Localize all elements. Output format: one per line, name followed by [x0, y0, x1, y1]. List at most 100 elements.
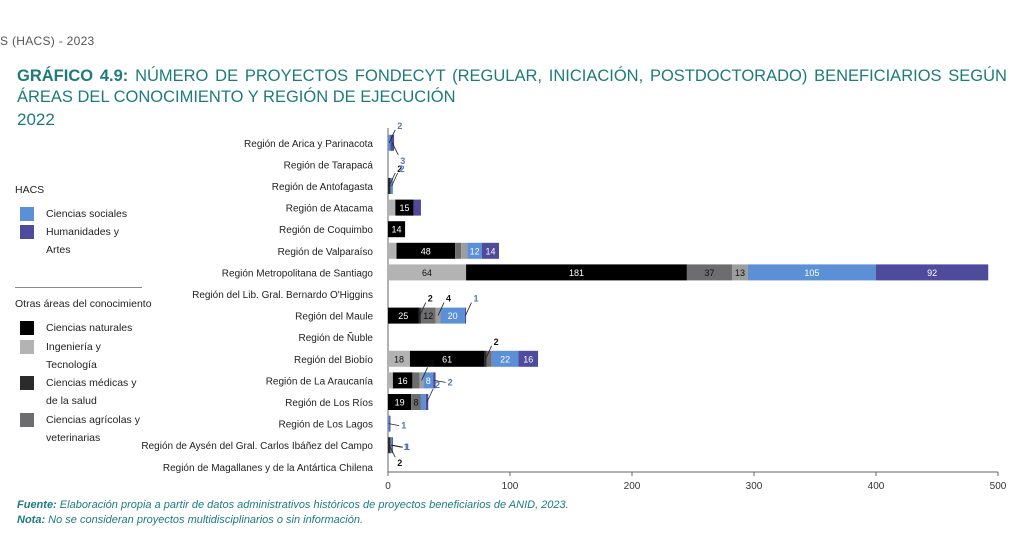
- bar-segment: [423, 372, 434, 389]
- bar-segment: [686, 264, 733, 281]
- bar-segment: [413, 199, 421, 216]
- legend-label: Humanidades y Artes: [46, 226, 119, 256]
- bar-value-label: 25: [398, 311, 408, 321]
- chart-title: GRÁFICO 4.9: NÚMERO DE PROYECTOS FONDECY…: [17, 66, 1007, 108]
- bar-segment: [481, 242, 500, 259]
- bar-value-label: 8: [414, 398, 419, 408]
- bar-segment: [732, 264, 748, 281]
- annotation-label: 2: [448, 377, 453, 387]
- annotation-leader-line: [437, 302, 445, 316]
- annotation-label: 2: [397, 121, 402, 131]
- bar-segment: [747, 264, 876, 281]
- bar-value-label: 16: [398, 376, 408, 386]
- legend-divider: [15, 287, 142, 288]
- bar-segment: [388, 372, 393, 389]
- note-text: No se consideran proyectos multidiscipli…: [48, 514, 364, 526]
- legend-item-ciencias-sociales: Ciencias sociales: [20, 205, 136, 223]
- bar-value-label: 8: [426, 376, 431, 386]
- annotation-leader-line: [465, 302, 472, 316]
- bar-value-label: 14: [485, 246, 495, 256]
- annotation-label: 3: [400, 156, 405, 166]
- legend-item-ciencias-naturales: Ciencias naturales: [20, 319, 146, 337]
- annotation-label: 4: [446, 294, 451, 304]
- annotation-label: 1: [404, 442, 409, 452]
- category-label: Región de Magallanes y de la Antártica C…: [163, 463, 374, 474]
- bar-segment: [420, 307, 436, 324]
- legend-label: Ingeniería y Tecnología: [46, 341, 101, 371]
- legend-other-title: Otras áreas del conocimiento: [15, 298, 152, 310]
- legend-swatch: [20, 376, 34, 390]
- x-tick-label: 300: [746, 481, 763, 492]
- annotation-leader-line: [485, 345, 492, 359]
- bar-segment: [461, 242, 468, 259]
- annotation-label: 2: [428, 294, 433, 304]
- legend-item-humanidades: Humanidades y Artes: [20, 223, 126, 259]
- bar-value-label: 13: [735, 268, 745, 278]
- bar-segment: [518, 350, 539, 367]
- annotation-leader-line: [388, 423, 400, 426]
- category-label: Región del Maule: [295, 312, 373, 323]
- annotation-leader-line: [421, 367, 428, 381]
- annotation-label: 2: [435, 380, 440, 390]
- annotation-leader-line: [388, 129, 396, 143]
- bar-segment: [388, 221, 406, 238]
- bar-value-label: 12: [423, 311, 433, 321]
- bar-value-label: 37: [704, 268, 714, 278]
- legend-swatch: [20, 413, 34, 427]
- bar-segment: [396, 242, 456, 259]
- bar-segment: [440, 307, 465, 324]
- bar-value-label: 14: [392, 225, 402, 235]
- category-label: Región de Aysén del Gral. Carlos Ibáñez …: [141, 441, 373, 452]
- x-tick-label: 0: [385, 481, 391, 492]
- category-label: Región de Tarapacá: [284, 160, 374, 171]
- bar-value-label: 64: [422, 268, 432, 278]
- source-note: Fuente: Elaboración propia a partir de d…: [17, 499, 569, 511]
- x-tick-label: 100: [502, 481, 519, 492]
- legend-label: Ciencias naturales: [46, 322, 133, 334]
- legend-item-ingenieria: Ingeniería y Tecnología: [20, 338, 116, 374]
- category-label: Región Metropolitana de Santiago: [222, 268, 374, 279]
- bar-value-label: 20: [448, 311, 458, 321]
- legend-swatch: [20, 340, 34, 354]
- category-label: Región del Biobío: [294, 355, 373, 366]
- bar-value-label: 181: [569, 268, 584, 278]
- bar-value-label: 92: [927, 268, 937, 278]
- source-label: Fuente:: [17, 499, 57, 511]
- chart-year: 2022: [17, 110, 55, 129]
- bar-segment: [395, 199, 414, 216]
- note: Nota: No se consideran proyectos multidi…: [17, 514, 363, 526]
- annotation-label: 1: [401, 421, 406, 431]
- legend-item-ciencias-agricolas: Ciencias agrícolas y veterinarias: [20, 411, 141, 447]
- bar-segment: [411, 394, 421, 410]
- legend-swatch: [20, 225, 34, 239]
- annotation-leader-line: [391, 142, 399, 155]
- bar-segment: [876, 264, 989, 281]
- page-header: S (HACS) - 2023: [0, 34, 95, 48]
- category-label: Región de Ñuble: [299, 331, 374, 344]
- annotation-leader-line: [388, 172, 396, 187]
- legend-item-ciencias-medicas: Ciencias médicas y de la salud: [20, 374, 141, 410]
- annotation-leader-line: [426, 388, 434, 403]
- chart-title-text: NÚMERO DE PROYECTOS FONDECYT (REGULAR, I…: [17, 67, 1007, 106]
- bar-value-label: 15: [399, 203, 409, 213]
- bar-segment: [388, 394, 412, 410]
- annotation-label: 2: [400, 164, 405, 174]
- x-tick-label: 200: [624, 481, 641, 492]
- bar-segment: [388, 350, 410, 367]
- annotation-label: 1: [473, 294, 478, 304]
- legend-label: Ciencias médicas y de la salud: [46, 377, 137, 407]
- bar-segment: [466, 264, 687, 281]
- bar-value-label: 19: [395, 398, 405, 408]
- annotation-leader-line: [392, 444, 403, 448]
- bar-segment: [455, 242, 462, 259]
- bar-segment: [486, 350, 492, 367]
- bar-segment: [388, 199, 396, 216]
- legend-hacs-title: HACS: [15, 184, 45, 196]
- annotation-label: 3: [430, 358, 435, 368]
- chart-title-lead: GRÁFICO 4.9:: [17, 67, 129, 85]
- bar-value-label: 16: [523, 354, 533, 364]
- bar-segment: [388, 242, 397, 259]
- source-text: Elaboración propia a partir de datos adm…: [59, 499, 569, 511]
- annotation-leader-line: [419, 302, 427, 316]
